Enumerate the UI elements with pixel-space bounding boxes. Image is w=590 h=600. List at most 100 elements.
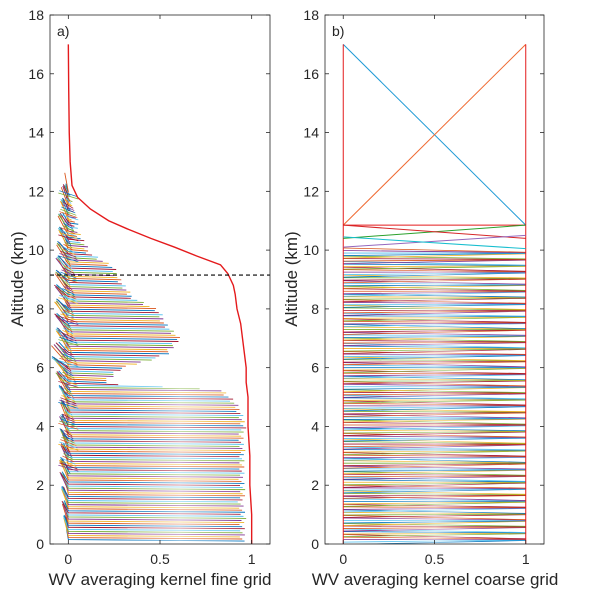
- kernel-spike: [61, 416, 76, 423]
- kernel-spike: [66, 320, 71, 328]
- kernel-line: [56, 298, 155, 312]
- kernel-spike: [65, 385, 72, 393]
- kernel-spike: [59, 399, 78, 407]
- kernel-line: [55, 257, 114, 277]
- kernel-spike: [63, 201, 74, 209]
- kernel-spike: [58, 464, 79, 472]
- kernel-spike: [63, 390, 74, 398]
- kernel-spike: [59, 441, 78, 449]
- kernel-spike: [59, 190, 78, 197]
- kernel-line: [55, 330, 168, 351]
- kernel-spike: [62, 309, 75, 316]
- kernel-spike: [64, 241, 73, 249]
- kernel-line: [343, 255, 526, 260]
- kernel-spike: [60, 418, 77, 425]
- panel-a-x-tick-label: 0.5: [150, 551, 170, 567]
- panel-b-sheen: [380, 270, 490, 544]
- kernel-spike: [64, 367, 73, 374]
- kernel-spike: [66, 467, 71, 474]
- kernel-spike: [60, 229, 77, 237]
- kernel-spike: [65, 218, 72, 225]
- panel-a-x-ticks: 0 0.5 1: [64, 15, 256, 567]
- kernel-spike: [66, 257, 71, 265]
- panel-a-y-tick-label: 16: [28, 66, 44, 82]
- kernel-line: [56, 242, 97, 260]
- kernel-spike: [66, 237, 71, 244]
- panel-b-y-tick-label: 6: [311, 360, 319, 376]
- kernel-spike: [58, 360, 79, 367]
- kernel-spike: [59, 253, 78, 260]
- kernel-line: [343, 259, 526, 262]
- kernel-spike: [64, 262, 73, 270]
- panel-b-y-tick-label: 0: [311, 536, 319, 552]
- kernel-series-line: [343, 234, 526, 248]
- kernel-spike: [64, 220, 73, 228]
- kernel-spike: [60, 271, 77, 279]
- kernel-spike: [58, 402, 79, 409]
- panel-b-x-tick-label: 0.5: [425, 551, 445, 567]
- kernel-spike: [64, 283, 73, 291]
- kernel-spike: [58, 276, 79, 284]
- panel-a-y-tick-label: 0: [36, 536, 44, 552]
- kernel-spike: [63, 264, 74, 272]
- kernel-line: [343, 253, 526, 256]
- panel-a-x-tick-label: 0: [64, 551, 72, 567]
- panel-b-y-ticks: 0 2 4 6 8 10 12 14 16 18: [303, 7, 544, 552]
- panel-a-y-tick-label: 18: [28, 7, 44, 23]
- kernel-spike: [65, 197, 72, 204]
- kernel-spike: [65, 427, 72, 435]
- kernel-spike: [58, 318, 79, 325]
- kernel-spike: [62, 392, 75, 400]
- panel-b-y-tick-label: 14: [303, 125, 319, 141]
- kernel-spike: [60, 397, 77, 405]
- kernel-spike: [63, 285, 74, 293]
- kernel-spike: [59, 232, 78, 239]
- kernel-spike: [59, 336, 78, 344]
- kernel-spike: [61, 436, 76, 444]
- kernel-line: [61, 197, 71, 211]
- kernel-spike: [64, 304, 73, 311]
- kernel-spike: [66, 195, 71, 202]
- kernel-spike: [65, 302, 72, 309]
- kernel-spike: [61, 206, 76, 214]
- kernel-spike: [66, 278, 71, 286]
- panel-a-x-tick-label: 1: [248, 551, 256, 567]
- kernel-spike: [61, 374, 76, 381]
- panel-a-sheen: [115, 380, 245, 544]
- kernel-spike: [60, 334, 77, 342]
- panel-a-x-axis-label: WV averaging kernel fine grid: [48, 570, 271, 589]
- kernel-line: [56, 284, 132, 297]
- kernel-spike: [65, 281, 72, 288]
- kernel-spike: [64, 325, 73, 332]
- panel-b-y-tick-label: 16: [303, 66, 319, 82]
- kernel-spike: [60, 250, 77, 258]
- kernel-spike: [58, 213, 79, 221]
- kernel-line: [53, 344, 141, 363]
- kernel-spike: [63, 348, 74, 356]
- panel-b-y-tick-label: 12: [303, 183, 319, 199]
- kernel-spike: [62, 329, 75, 337]
- kernel-line: [57, 215, 77, 238]
- kernel-spike: [62, 267, 75, 274]
- kernel-line: [64, 172, 69, 194]
- panel-b-y-tick-label: 2: [311, 477, 319, 493]
- kernel-spike: [63, 453, 74, 460]
- kernel-spike: [61, 395, 76, 402]
- kernel-spike: [58, 192, 79, 200]
- panel-a-y-tick-label: 2: [36, 477, 44, 493]
- kernel-line: [51, 356, 123, 369]
- kernel-spike: [61, 457, 76, 465]
- kernel-spike: [66, 425, 71, 432]
- kernel-spike: [62, 288, 75, 295]
- panel-a-label: a): [57, 23, 69, 39]
- kernel-spike: [61, 332, 76, 339]
- kernel-spike: [66, 446, 71, 453]
- kernel-spike: [58, 422, 79, 430]
- kernel-line: [56, 371, 119, 386]
- kernel-spike: [58, 297, 79, 305]
- panel-b-y-tick-label: 18: [303, 7, 319, 23]
- kernel-line: [55, 300, 160, 318]
- kernel-spike: [62, 350, 75, 358]
